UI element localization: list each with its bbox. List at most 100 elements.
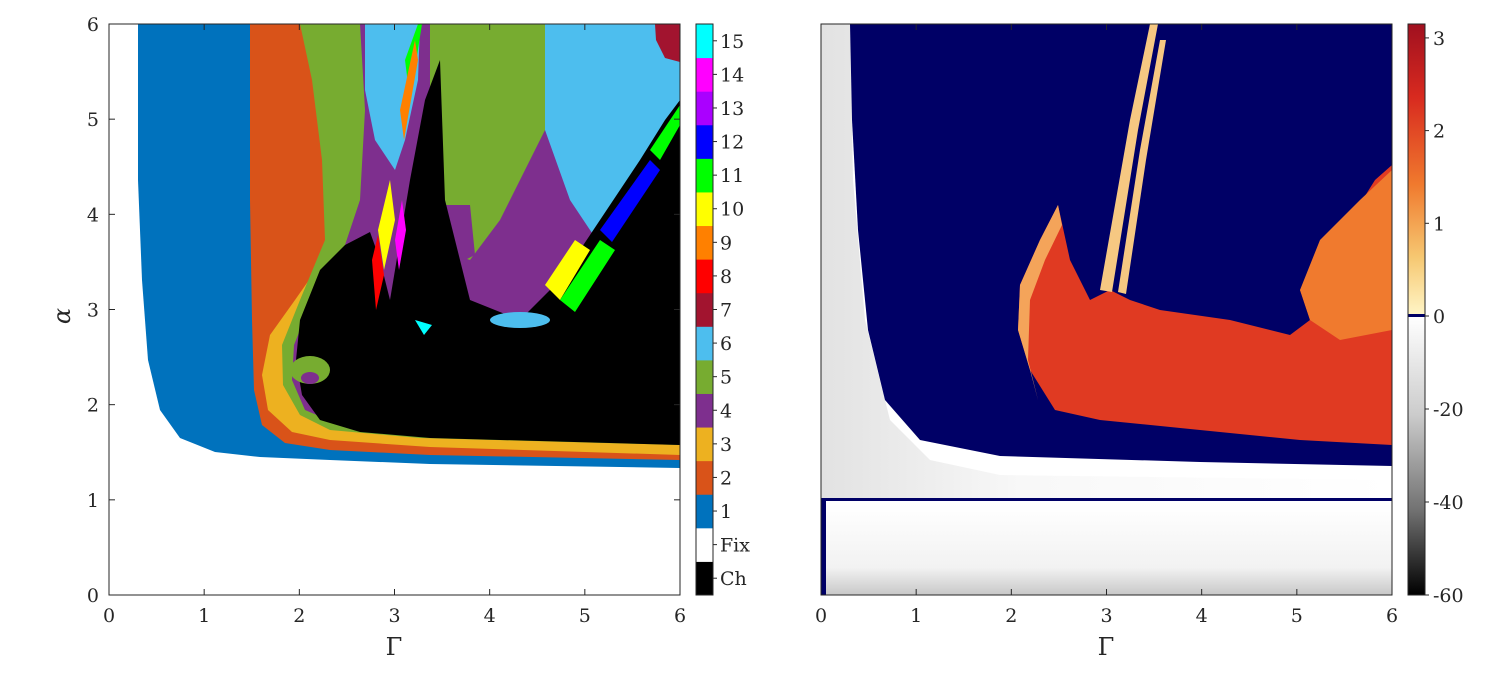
- tongue-green-r2: [650, 105, 680, 160]
- y-tick-label: 6: [87, 14, 99, 36]
- colorbar-swatch-13: [696, 91, 713, 126]
- right-x-ticks: 0 1 2 3 4 5 6: [815, 24, 1398, 627]
- y-tick-label: 1: [87, 490, 99, 512]
- colorbar-swatch-7: [696, 292, 713, 327]
- colorbar-swatch-3: [696, 427, 713, 462]
- colorbar-swatch-8: [696, 259, 713, 294]
- tongue-magenta: [395, 200, 406, 270]
- colorbar-label: 7: [720, 300, 732, 322]
- colorbar-label: 3: [1433, 28, 1445, 50]
- tongue-orange: [400, 40, 418, 140]
- x-tick-label: 4: [1196, 605, 1208, 627]
- colorbar-label: 13: [720, 98, 744, 120]
- island-6: [490, 312, 550, 328]
- right-colorbar-box: [1407, 23, 1426, 596]
- colorbar-swatch-5: [696, 359, 713, 394]
- tongue-cyan: [415, 320, 432, 335]
- fix-region-lower: [825, 504, 1392, 595]
- y-tick-label: 4: [87, 204, 99, 226]
- colorbar-swatch-4: [696, 393, 713, 428]
- left-plot-area: [109, 24, 680, 595]
- tongue-yellow-r: [545, 240, 590, 300]
- right-x-label: Γ: [1098, 633, 1115, 661]
- island-4: [301, 372, 319, 384]
- chaotic-region: [296, 60, 680, 445]
- x-tick-label: 2: [1005, 605, 1017, 627]
- colorbar-label: 11: [720, 165, 744, 187]
- right-colorbar-positive: [1408, 24, 1425, 316]
- colorbar-label: Fix: [720, 535, 750, 557]
- colorbar-label: 2: [1433, 121, 1445, 143]
- colorbar-swatch-12: [696, 124, 713, 159]
- right-colorbar-ticks: 3 2 1 0 -20 -40 -60: [1425, 28, 1464, 607]
- x-tick-label: 6: [1386, 605, 1398, 627]
- x-tick-label: 5: [579, 605, 591, 627]
- colorbar-swatch-6: [696, 326, 713, 361]
- y-tick-label: 3: [87, 300, 99, 322]
- left-y-ticks: 0 1 2 3 4 5 6: [87, 14, 680, 607]
- left-x-label: Γ: [386, 633, 403, 661]
- colorbar-label: -40: [1433, 492, 1464, 514]
- colorbar-label: 1: [720, 501, 732, 523]
- x-tick-label: 2: [293, 605, 305, 627]
- colorbar-label: 14: [720, 64, 744, 86]
- x-tick-label: 0: [815, 605, 827, 627]
- x-tick-label: 1: [198, 605, 210, 627]
- colorbar-swatch-2: [696, 460, 713, 495]
- tongue-yellow: [378, 180, 395, 270]
- right-colorbar: [1407, 23, 1426, 596]
- x-tick-label: 3: [388, 605, 400, 627]
- positive-fringe: [1018, 205, 1062, 400]
- colorbar-swatch-15: [696, 24, 713, 59]
- region-5-b: [430, 24, 545, 260]
- colorbar-swatch-9: [696, 225, 713, 260]
- colorbar-label: 3: [720, 434, 732, 456]
- zero-edge: [821, 498, 826, 595]
- colorbar-label: 0: [1433, 306, 1445, 328]
- right-colorbar-zero: [1408, 314, 1425, 317]
- colorbar-label: 15: [720, 31, 744, 53]
- colorbar-label: 12: [720, 132, 744, 154]
- fix-region-upper: [821, 24, 1392, 498]
- y-tick-label: 5: [87, 109, 99, 131]
- x-tick-label: 0: [103, 605, 115, 627]
- right-plot-area: [821, 24, 1392, 595]
- left-x-ticks: 0 1 2 3 4 5 6: [103, 24, 686, 627]
- tongue-blue-r: [600, 160, 660, 242]
- tongue-red: [372, 235, 384, 310]
- colorbar-label: 6: [720, 333, 732, 355]
- x-tick-label: 1: [910, 605, 922, 627]
- left-y-label: α: [48, 308, 76, 324]
- positive-threads: [1100, 24, 1158, 292]
- zero-line: [821, 498, 1392, 501]
- colorbar-swatch-1: [696, 494, 713, 529]
- colorbar-swatch-11: [696, 158, 713, 193]
- island-5: [290, 356, 330, 384]
- colorbar-label: 2: [720, 467, 732, 489]
- colorbar-swatch-14: [696, 57, 713, 92]
- y-tick-label: 0: [87, 585, 99, 607]
- colorbar-label: 8: [720, 266, 732, 288]
- region-7: [655, 24, 680, 62]
- positive-threads-b: [1118, 40, 1166, 294]
- colorbar-label: 10: [720, 199, 744, 221]
- positive-region: [1018, 165, 1392, 445]
- colorbar-label: 1: [1433, 213, 1445, 235]
- colorbar-swatch-fix: [696, 527, 713, 562]
- colorbar-label: 9: [720, 232, 732, 254]
- x-tick-label: 4: [484, 605, 496, 627]
- tongue-green-r: [560, 240, 615, 312]
- colorbar-swatch-ch: [696, 561, 713, 596]
- right-colorbar-negative: [1408, 317, 1425, 595]
- colorbar-label: 4: [720, 400, 732, 422]
- colorbar-label: Ch: [720, 568, 747, 590]
- colorbar-label: -60: [1433, 585, 1464, 607]
- colorbar-swatch-10: [696, 191, 713, 227]
- colorbar-label: 5: [720, 367, 732, 389]
- x-tick-label: 5: [1291, 605, 1303, 627]
- colorbar-label: -20: [1433, 399, 1464, 421]
- positive-top-right: [1300, 170, 1392, 340]
- left-colorbar-box: [695, 23, 714, 596]
